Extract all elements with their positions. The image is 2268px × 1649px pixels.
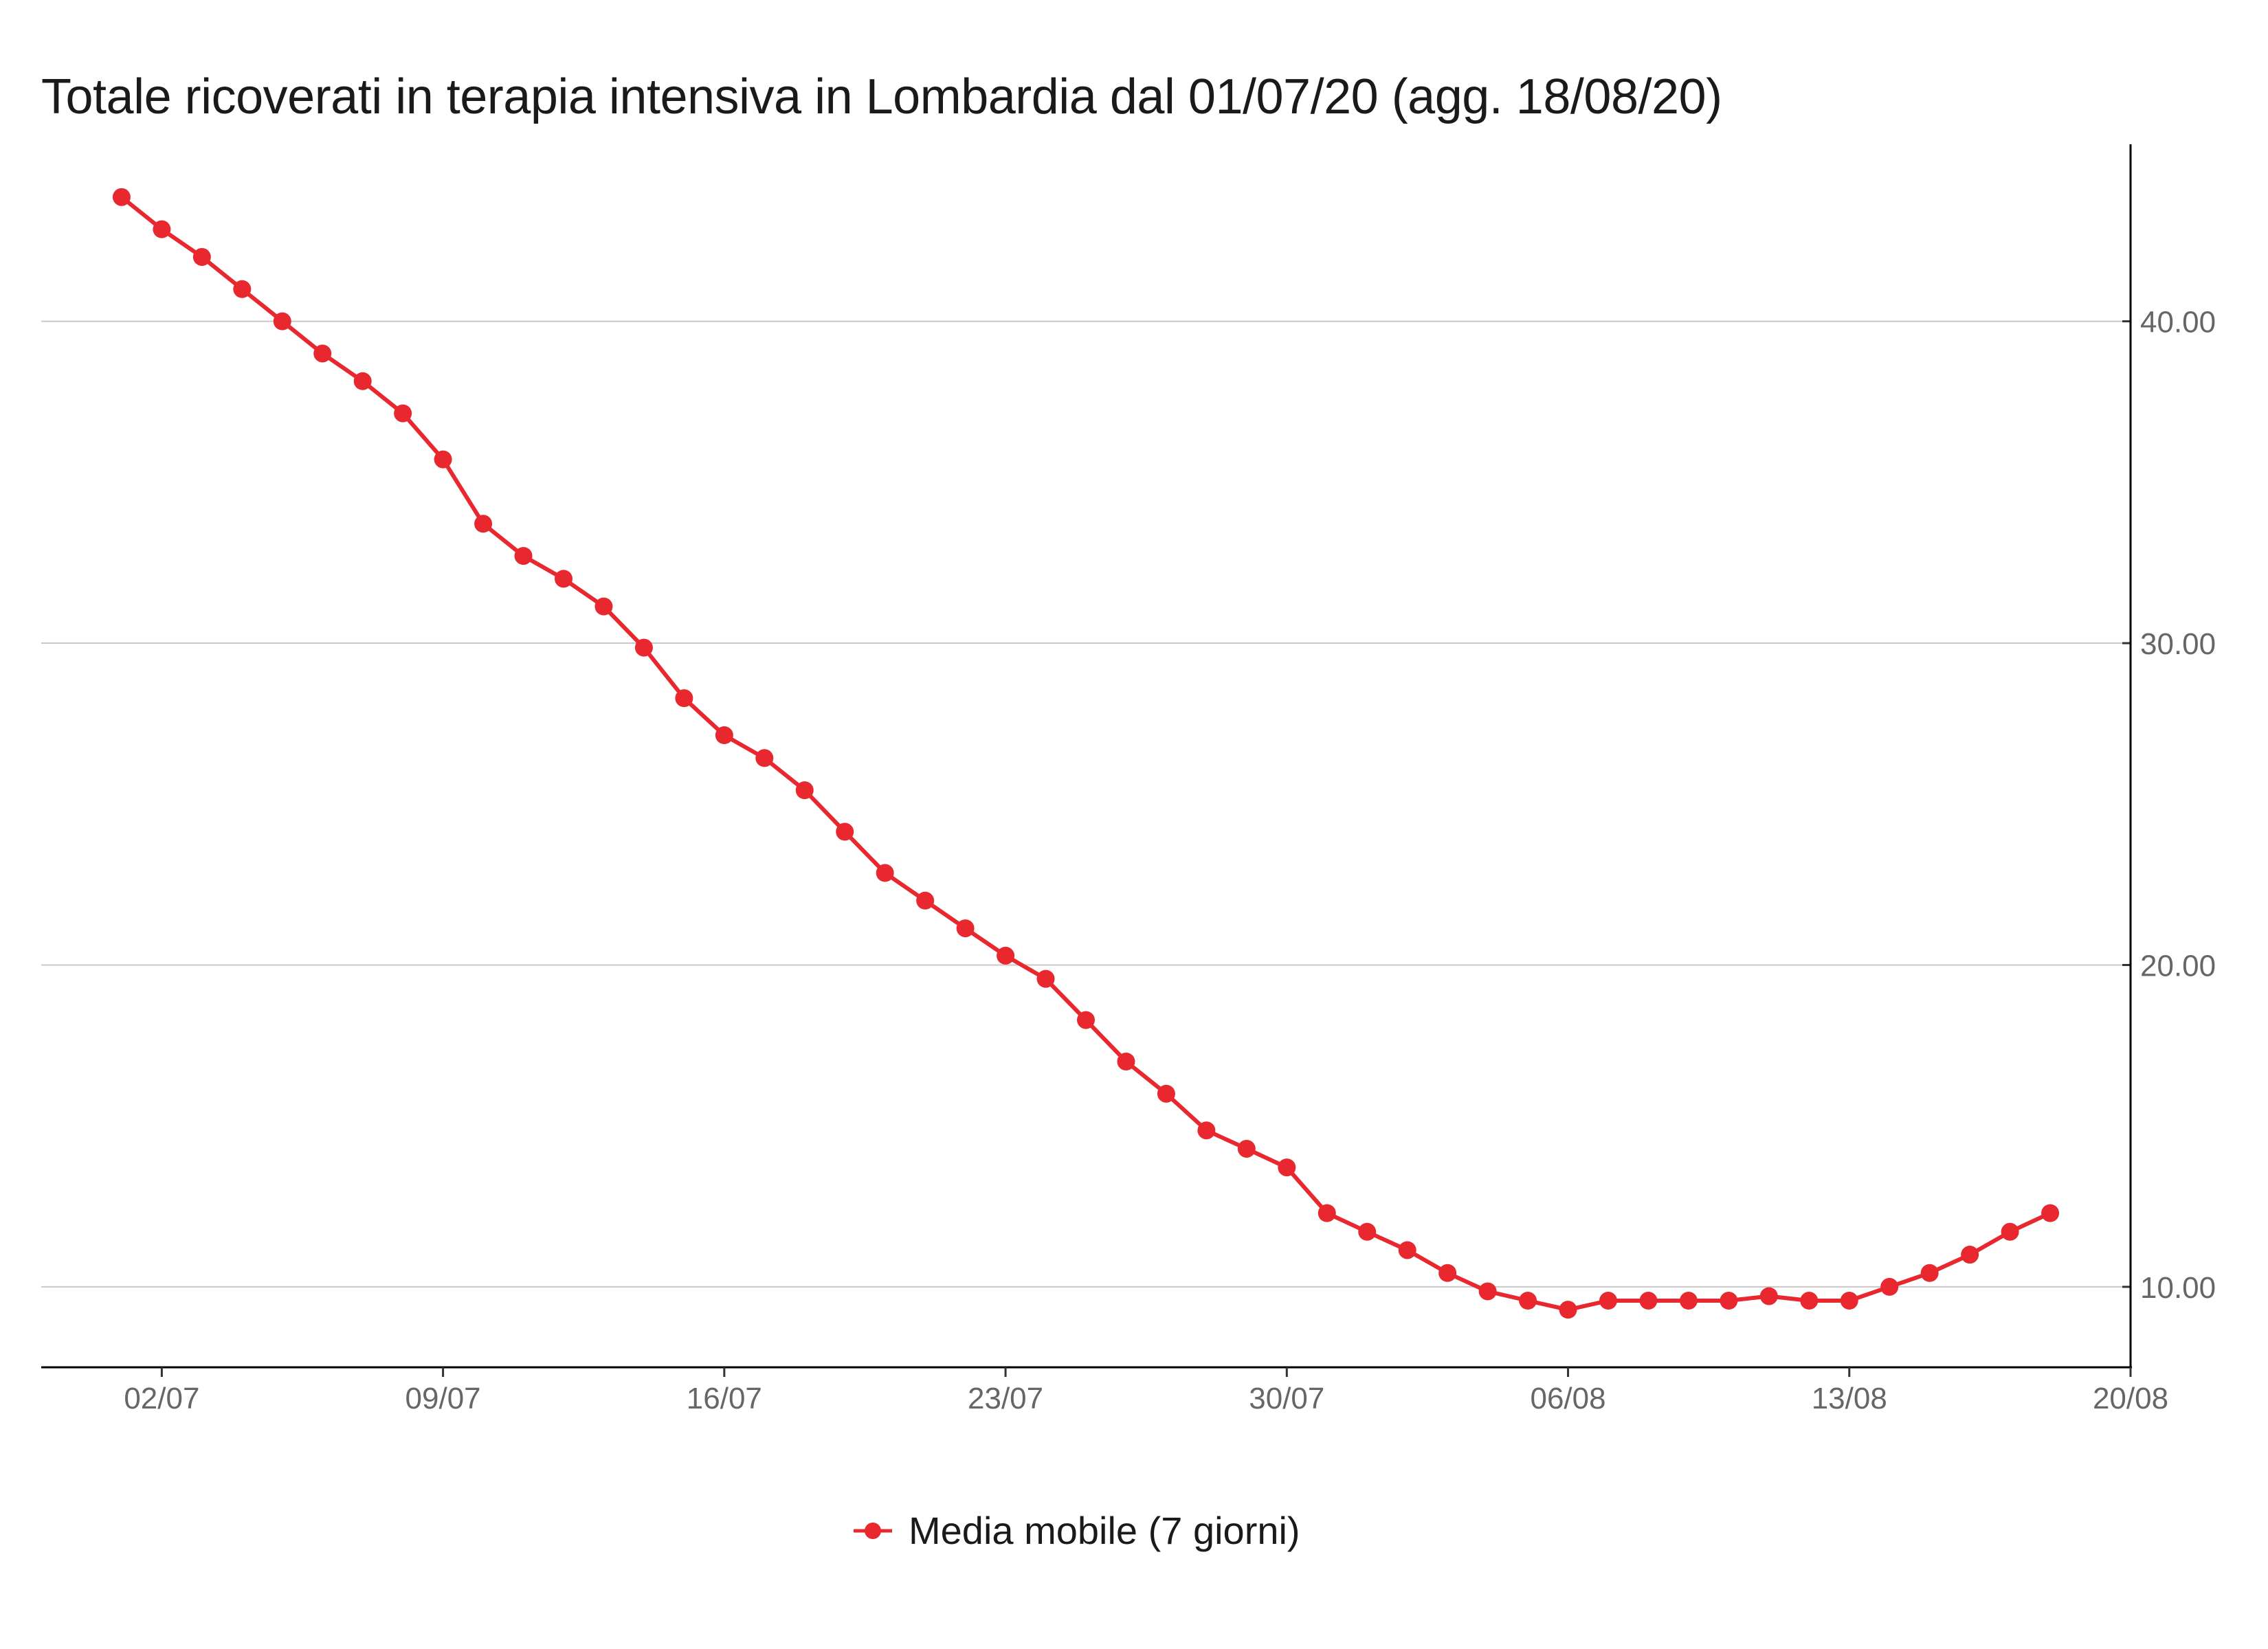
data-point [2001, 1222, 2019, 1241]
data-point [836, 822, 854, 841]
data-point [1840, 1292, 1858, 1310]
data-point [555, 570, 572, 588]
data-point [1117, 1053, 1135, 1070]
data-point [1077, 1011, 1095, 1029]
data-point [1599, 1292, 1617, 1310]
y-tick-label: 30.00 [2140, 627, 2216, 661]
x-tick-label: 13/08 [1812, 1382, 1887, 1415]
data-point [997, 946, 1015, 965]
data-point [514, 547, 533, 565]
data-point [1318, 1204, 1336, 1222]
data-point [1720, 1292, 1738, 1310]
data-point [394, 404, 412, 423]
data-point [1197, 1121, 1216, 1140]
data-point [153, 220, 171, 238]
data-point [956, 919, 975, 938]
data-point [755, 749, 774, 767]
x-tick-label: 30/07 [1249, 1382, 1324, 1415]
chart-title: Totale ricoverati in terapia intensiva i… [41, 69, 1722, 124]
data-point [1278, 1158, 1296, 1177]
series-media-mobile [112, 188, 2060, 1319]
gridlines [41, 320, 2131, 1288]
data-point [313, 344, 332, 363]
data-point [353, 372, 372, 390]
data-point [273, 312, 291, 330]
x-tick-label: 06/08 [1530, 1382, 1605, 1415]
data-point [112, 188, 131, 206]
data-point [675, 689, 693, 708]
data-point [634, 638, 653, 657]
data-point [192, 247, 211, 266]
data-point [1679, 1292, 1698, 1310]
y-tick-label: 20.00 [2140, 949, 2216, 983]
data-point [594, 597, 613, 616]
data-point [1237, 1139, 1256, 1158]
x-tick-label: 02/07 [124, 1382, 199, 1415]
axes: 10.00 20.00 30.00 40.00 02/07 09/07 16/07 23/07… [41, 144, 2216, 1415]
data-point [1800, 1292, 1819, 1310]
y-tick-label: 10.00 [2140, 1271, 2216, 1305]
data-point [715, 726, 733, 745]
legend-swatch-icon [854, 1522, 892, 1539]
data-point [1478, 1282, 1497, 1301]
data-point [916, 891, 935, 910]
data-point [1559, 1301, 1577, 1319]
data-point [434, 450, 452, 469]
data-point [233, 280, 252, 298]
data-point [1398, 1241, 1416, 1259]
data-point [795, 781, 814, 800]
data-point [1961, 1246, 1979, 1264]
data-point [1920, 1264, 1939, 1282]
x-tick-label: 09/07 [405, 1382, 481, 1415]
x-tick-label: 20/08 [2093, 1382, 2168, 1415]
series-line [120, 195, 2052, 1312]
data-point [1880, 1277, 1899, 1296]
data-point [1519, 1292, 1537, 1310]
legend-label: Media mobile (7 giorni) [909, 1509, 1300, 1552]
data-point [1759, 1287, 1778, 1305]
data-point [1639, 1292, 1658, 1310]
legend: Media mobile (7 giorni) [852, 1508, 1300, 1553]
data-point [876, 864, 894, 882]
x-tick-label: 16/07 [687, 1382, 762, 1415]
y-tick-label: 40.00 [2140, 306, 2216, 339]
data-point [1358, 1222, 1377, 1241]
x-tick-label: 23/07 [968, 1382, 1043, 1415]
data-point [1036, 969, 1055, 988]
data-point [1438, 1264, 1457, 1282]
data-point [474, 515, 493, 533]
data-point [1157, 1084, 1175, 1103]
data-point [2041, 1204, 2060, 1222]
